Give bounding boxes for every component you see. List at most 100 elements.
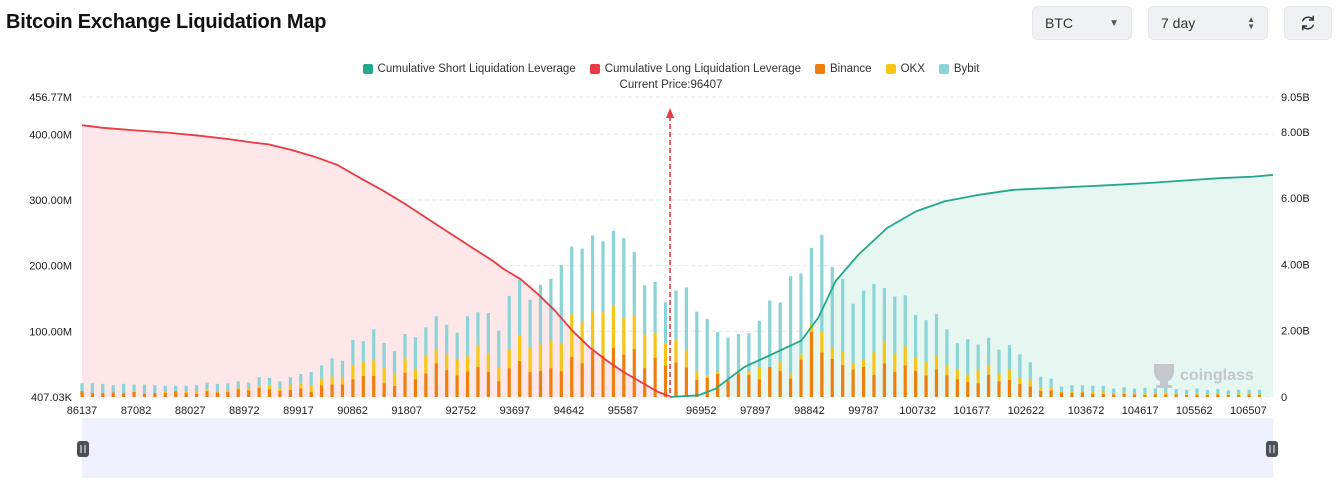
bar-okx[interactable]: [132, 391, 136, 392]
bar-bybit[interactable]: [830, 266, 834, 348]
bar-bybit[interactable]: [184, 385, 188, 392]
bar-binance[interactable]: [257, 387, 261, 397]
bar-okx[interactable]: [330, 376, 334, 385]
bar-okx[interactable]: [215, 391, 220, 393]
bar-bybit[interactable]: [267, 377, 272, 386]
bar-binance[interactable]: [903, 365, 907, 397]
bar-binance[interactable]: [809, 331, 814, 397]
bar-okx[interactable]: [518, 335, 522, 361]
bar-binance[interactable]: [726, 380, 730, 397]
bar-binance[interactable]: [934, 369, 939, 397]
bar-bybit[interactable]: [1080, 385, 1084, 392]
bar-binance[interactable]: [1080, 392, 1084, 397]
bar-bybit[interactable]: [392, 351, 397, 374]
bar-okx[interactable]: [601, 312, 605, 356]
bar-okx[interactable]: [403, 358, 407, 373]
bar-okx[interactable]: [757, 366, 761, 380]
bar-okx[interactable]: [788, 373, 793, 379]
bar-okx[interactable]: [1091, 391, 1095, 394]
bar-bybit[interactable]: [809, 247, 814, 324]
bar-okx[interactable]: [705, 375, 709, 378]
bar-bybit[interactable]: [1195, 388, 1199, 394]
bar-binance[interactable]: [340, 384, 345, 397]
bar-bybit[interactable]: [580, 248, 584, 323]
bar-binance[interactable]: [413, 379, 418, 397]
bar-binance[interactable]: [184, 393, 188, 397]
legend-item-bybit[interactable]: Bybit: [938, 63, 979, 75]
bar-bybit[interactable]: [486, 312, 490, 354]
bar-binance[interactable]: [1143, 395, 1147, 397]
bar-binance[interactable]: [518, 360, 522, 397]
bar-okx[interactable]: [851, 362, 855, 370]
bar-okx[interactable]: [340, 377, 345, 385]
bar-bybit[interactable]: [1039, 376, 1043, 388]
bar-bybit[interactable]: [476, 312, 480, 346]
bar-bybit[interactable]: [663, 302, 668, 344]
legend-item-binance[interactable]: Binance: [815, 63, 872, 75]
bar-okx[interactable]: [351, 364, 355, 380]
bar-binance[interactable]: [851, 369, 855, 397]
bar-bybit[interactable]: [882, 287, 886, 342]
bar-binance[interactable]: [1257, 395, 1262, 397]
bar-okx[interactable]: [747, 371, 751, 375]
bar-bybit[interactable]: [1237, 389, 1241, 394]
bar-okx[interactable]: [799, 354, 803, 360]
bar-binance[interactable]: [611, 347, 616, 397]
bar-okx[interactable]: [778, 362, 782, 371]
bar-binance[interactable]: [320, 385, 324, 397]
bar-bybit[interactable]: [1070, 385, 1074, 392]
bar-binance[interactable]: [622, 354, 626, 397]
bar-binance[interactable]: [80, 391, 84, 397]
bar-bybit[interactable]: [945, 329, 949, 365]
slider-handle-left[interactable]: [77, 441, 89, 457]
bar-okx[interactable]: [695, 370, 699, 380]
bar-binance[interactable]: [215, 392, 220, 397]
bar-bybit[interactable]: [893, 296, 897, 354]
bar-bybit[interactable]: [518, 280, 522, 336]
bar-bybit[interactable]: [1091, 385, 1095, 392]
bar-bybit[interactable]: [288, 377, 292, 385]
bar-binance[interactable]: [841, 364, 845, 397]
bar-okx[interactable]: [830, 347, 834, 359]
slider-track[interactable]: [82, 418, 1273, 478]
bar-binance[interactable]: [1039, 391, 1043, 397]
bar-binance[interactable]: [111, 392, 115, 397]
bar-okx[interactable]: [1122, 392, 1126, 394]
bar-binance[interactable]: [736, 373, 741, 397]
short-cumulative-line[interactable]: [670, 174, 1274, 398]
bar-binance[interactable]: [132, 391, 136, 397]
bar-binance[interactable]: [1226, 395, 1230, 397]
bar-bybit[interactable]: [559, 264, 563, 344]
bar-bybit[interactable]: [132, 384, 136, 392]
bar-binance[interactable]: [330, 384, 334, 397]
bar-okx[interactable]: [580, 322, 584, 364]
bar-bybit[interactable]: [299, 374, 303, 384]
bar-bybit[interactable]: [934, 314, 939, 356]
bar-binance[interactable]: [955, 379, 959, 397]
bar-binance[interactable]: [1174, 394, 1178, 397]
bar-okx[interactable]: [882, 341, 886, 364]
bar-bybit[interactable]: [632, 251, 636, 315]
bar-bybit[interactable]: [174, 385, 178, 392]
bar-binance[interactable]: [674, 362, 678, 397]
bar-binance[interactable]: [1195, 395, 1199, 397]
bar-binance[interactable]: [236, 389, 240, 397]
bar-okx[interactable]: [861, 359, 866, 367]
bar-binance[interactable]: [778, 370, 782, 397]
bar-okx[interactable]: [278, 388, 282, 392]
bar-okx[interactable]: [945, 364, 949, 376]
bar-binance[interactable]: [997, 381, 1001, 397]
bar-bybit[interactable]: [1028, 362, 1032, 380]
bar-bybit[interactable]: [726, 337, 730, 381]
bar-binance[interactable]: [194, 393, 199, 397]
bar-bybit[interactable]: [1247, 389, 1251, 394]
bar-bybit[interactable]: [1018, 354, 1022, 378]
bar-bybit[interactable]: [142, 384, 147, 394]
bar-bybit[interactable]: [622, 238, 626, 319]
bar-okx[interactable]: [372, 360, 376, 376]
bar-okx[interactable]: [684, 350, 688, 368]
bar-okx[interactable]: [163, 391, 167, 394]
bar-binance[interactable]: [497, 381, 501, 397]
bar-okx[interactable]: [1247, 393, 1251, 395]
bar-okx[interactable]: [1007, 370, 1012, 380]
